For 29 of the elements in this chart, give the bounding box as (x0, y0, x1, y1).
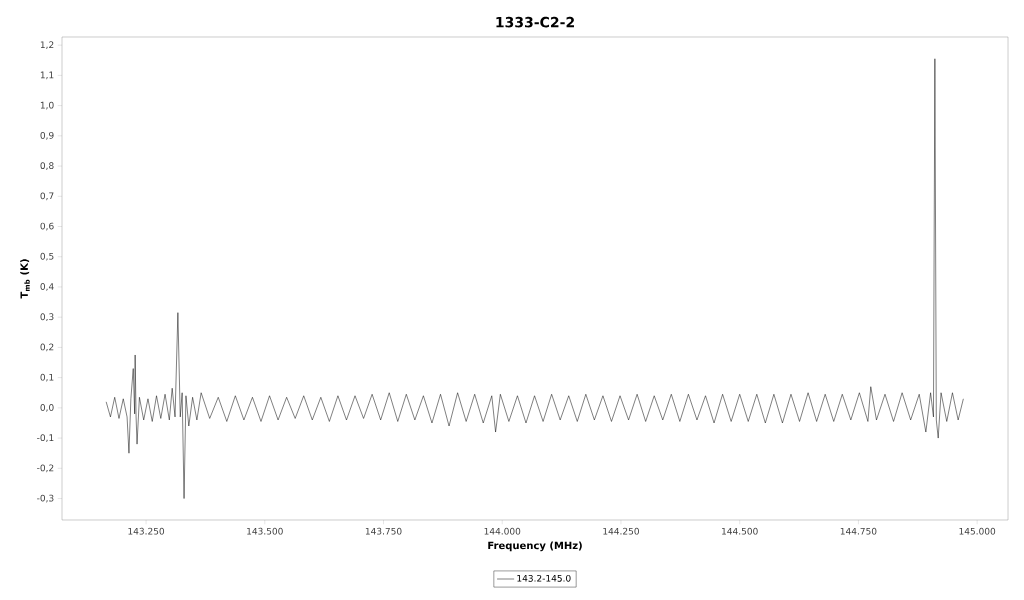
y-tick-label: 0,9 (40, 131, 54, 140)
y-tick-label: 0,2 (40, 343, 54, 352)
y-tick-label: -0,3 (37, 494, 54, 503)
x-tick-label: 145.000 (959, 527, 996, 535)
y-tick-label: 0,8 (40, 162, 54, 170)
y-tick-label: -0,1 (37, 434, 54, 442)
y-tick-label: 0,1 (40, 373, 54, 382)
y-tick-label: 1,1 (40, 71, 54, 80)
legend-label: 143.2-145.0 (517, 574, 571, 582)
y-tick-label: 0,4 (40, 283, 54, 291)
x-tick-label: 144.750 (840, 527, 877, 535)
y-tick-label: 1,2 (40, 41, 54, 50)
x-tick-label: 143.750 (365, 527, 402, 535)
y-tick-label: -0,2 (37, 464, 54, 473)
line-series (105, 58, 964, 499)
y-tick-label: 0,0 (40, 404, 54, 412)
x-tick-label: 143.500 (247, 527, 283, 535)
y-tick-label: 0,6 (40, 222, 54, 231)
y-tick-label: 0,3 (40, 313, 54, 322)
x-tick-label: 144.000 (484, 527, 521, 535)
y-tick-label: 0,7 (40, 192, 54, 201)
x-tick-label: 143.250 (128, 527, 165, 535)
y-tick-label: 0,5 (40, 252, 54, 261)
y-tick-label: 1,0 (40, 101, 54, 110)
y-axis-title: T$_{mb}$ (K) (20, 259, 30, 299)
chart-title: 1333-C2-2 (496, 16, 574, 28)
x-tick-label: 144.250 (603, 527, 639, 535)
x-axis-title: Frequency (MHz) (488, 541, 582, 552)
x-tick-label: 144.500 (722, 527, 758, 535)
